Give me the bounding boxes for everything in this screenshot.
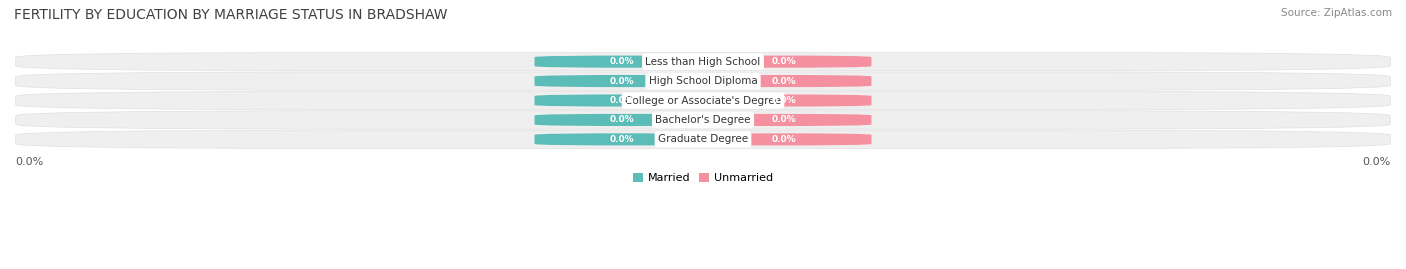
Text: Bachelor's Degree: Bachelor's Degree bbox=[655, 115, 751, 125]
FancyBboxPatch shape bbox=[696, 55, 872, 68]
Text: College or Associate's Degree: College or Associate's Degree bbox=[626, 95, 780, 105]
Text: 0.0%: 0.0% bbox=[610, 96, 634, 105]
FancyBboxPatch shape bbox=[696, 94, 872, 107]
Text: 0.0%: 0.0% bbox=[772, 115, 796, 125]
Text: 0.0%: 0.0% bbox=[772, 96, 796, 105]
FancyBboxPatch shape bbox=[696, 114, 872, 126]
FancyBboxPatch shape bbox=[15, 91, 1391, 110]
FancyBboxPatch shape bbox=[15, 72, 1391, 90]
Text: Source: ZipAtlas.com: Source: ZipAtlas.com bbox=[1281, 8, 1392, 18]
Text: 0.0%: 0.0% bbox=[610, 135, 634, 144]
FancyBboxPatch shape bbox=[696, 133, 872, 146]
Text: 0.0%: 0.0% bbox=[610, 57, 634, 66]
FancyBboxPatch shape bbox=[15, 130, 1391, 148]
Text: High School Diploma: High School Diploma bbox=[648, 76, 758, 86]
FancyBboxPatch shape bbox=[15, 52, 1391, 71]
Text: 0.0%: 0.0% bbox=[772, 77, 796, 86]
FancyBboxPatch shape bbox=[534, 133, 710, 146]
Text: 0.0%: 0.0% bbox=[772, 57, 796, 66]
Text: 0.0%: 0.0% bbox=[610, 115, 634, 125]
FancyBboxPatch shape bbox=[696, 75, 872, 87]
FancyBboxPatch shape bbox=[534, 94, 710, 107]
Legend: Married, Unmarried: Married, Unmarried bbox=[628, 169, 778, 188]
FancyBboxPatch shape bbox=[15, 111, 1391, 129]
Text: 0.0%: 0.0% bbox=[610, 77, 634, 86]
Text: Less than High School: Less than High School bbox=[645, 57, 761, 67]
FancyBboxPatch shape bbox=[534, 114, 710, 126]
FancyBboxPatch shape bbox=[534, 75, 710, 87]
Text: Graduate Degree: Graduate Degree bbox=[658, 134, 748, 144]
FancyBboxPatch shape bbox=[534, 55, 710, 68]
Text: 0.0%: 0.0% bbox=[772, 135, 796, 144]
Text: FERTILITY BY EDUCATION BY MARRIAGE STATUS IN BRADSHAW: FERTILITY BY EDUCATION BY MARRIAGE STATU… bbox=[14, 8, 447, 22]
